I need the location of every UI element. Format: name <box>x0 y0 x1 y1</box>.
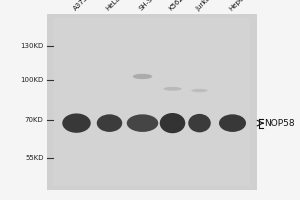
Ellipse shape <box>127 114 158 132</box>
Text: NOP58: NOP58 <box>265 119 295 128</box>
Ellipse shape <box>133 74 152 79</box>
Text: 55KD: 55KD <box>25 155 44 161</box>
Bar <box>46 14 256 190</box>
Text: 130KD: 130KD <box>20 43 44 49</box>
Ellipse shape <box>97 114 122 132</box>
Text: HeLa: HeLa <box>105 0 122 12</box>
Text: A375: A375 <box>72 0 89 12</box>
Ellipse shape <box>160 113 185 133</box>
Text: Jurkat: Jurkat <box>195 0 214 12</box>
Ellipse shape <box>219 114 246 132</box>
Ellipse shape <box>191 89 208 92</box>
Bar <box>52 18 250 186</box>
Text: K562: K562 <box>168 0 185 12</box>
Text: 100KD: 100KD <box>20 77 44 83</box>
Text: 70KD: 70KD <box>25 117 44 123</box>
Text: SH-SY5Y: SH-SY5Y <box>138 0 163 12</box>
Ellipse shape <box>62 113 91 133</box>
Text: HepG2: HepG2 <box>228 0 249 12</box>
Ellipse shape <box>188 114 211 132</box>
Ellipse shape <box>164 87 181 91</box>
